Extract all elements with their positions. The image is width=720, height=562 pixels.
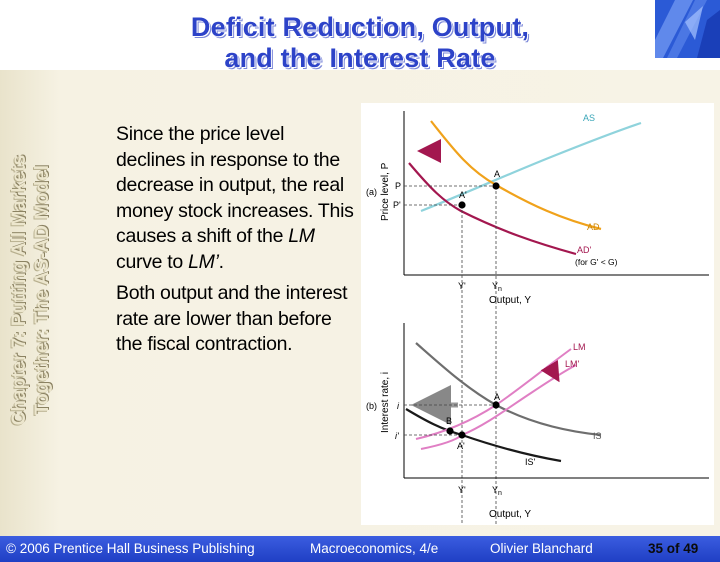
body-p1-lm-prime: LM’: [188, 250, 219, 273]
panel-a-point-a-prime: [458, 201, 466, 209]
is-curve: [415, 342, 602, 437]
panel-a-point-a-label: A: [494, 169, 500, 179]
panel-b-label: (b): [366, 401, 377, 411]
panel-a-ylabel: Price level, P: [380, 162, 391, 221]
tick-i: i: [397, 401, 400, 411]
label-ad: AD: [587, 222, 600, 232]
footer-author: Olivier Blanchard: [490, 541, 593, 556]
chapter-line-1: Chapter 7: Putting All Markets: [9, 154, 30, 426]
panel-a: (a) Price level, P Output, Y A A' P P' Y…: [366, 111, 709, 525]
slide-title: Deficit Reduction, Output, and the Inter…: [100, 12, 620, 74]
slide-body-text: Since the price level declines in respon…: [116, 122, 356, 364]
body-paragraph-1: Since the price level declines in respon…: [116, 122, 356, 275]
as-curve: [420, 121, 642, 213]
label-lm: LM: [573, 342, 586, 352]
label-is: IS: [593, 431, 602, 441]
title-line-1: Deficit Reduction, Output,: [190, 12, 530, 42]
panel-b-tick-yn: Yn: [492, 485, 502, 497]
panel-b: (b) Interest rate, i Output, Y A A' B i …: [366, 323, 709, 520]
logo-graphic: [655, 0, 720, 58]
footer-copyright: © 2006 Prentice Hall Business Publishing: [6, 541, 255, 556]
panel-b-xlabel: Output, Y: [489, 509, 531, 520]
panel-a-xlabel: Output, Y: [489, 295, 531, 306]
body-p1-lm: LM: [288, 225, 315, 247]
panel-a-point-a-prime-label: A': [459, 190, 467, 200]
panel-b-point-a-prime-label: A': [457, 441, 465, 451]
panel-b-point-b: [446, 427, 454, 435]
tick-p-prime: P': [393, 200, 401, 210]
chapter-line-2: Together: The AS-AD Model: [32, 164, 53, 416]
panel-b-ylabel: Interest rate, i: [380, 372, 391, 433]
ad-prime-curve: [408, 162, 577, 256]
panel-b-point-a-prime: [458, 431, 466, 439]
panel-b-tick-y-prime: Y': [458, 485, 466, 495]
ad-curve: [430, 120, 602, 231]
title-band: [0, 0, 720, 70]
title-line-2: and the Interest Rate: [224, 43, 496, 73]
chapter-vertical-label: Chapter 7: Putting All Markets Together:…: [8, 60, 68, 520]
panel-b-point-a-label: A: [494, 392, 500, 402]
label-is-prime: IS': [525, 457, 536, 467]
label-as: AS: [583, 113, 595, 123]
publisher-logo: [655, 0, 720, 58]
panel-a-label: (a): [366, 187, 377, 197]
body-p1-mid: curve to: [116, 250, 189, 273]
tick-i-prime: i': [395, 431, 399, 441]
footer-book: Macroeconomics, 4/e: [310, 541, 439, 556]
footer-page-number: 35 of 49: [648, 541, 699, 556]
panel-a-tick-y-prime: Y': [458, 281, 466, 291]
label-lm-prime: LM': [565, 359, 580, 369]
panel-b-point-a: [492, 401, 500, 409]
label-ad-prime-note: (for G' < G): [575, 257, 618, 267]
panel-b-point-b-label: B: [446, 416, 452, 426]
body-p1-end: .: [218, 250, 224, 273]
panel-a-tick-yn: Yn: [492, 281, 502, 293]
lm-shift-arrow: [540, 359, 560, 383]
panel-a-point-a: [492, 182, 500, 190]
label-ad-prime: AD': [577, 245, 592, 255]
body-paragraph-2: Both output and the interest rate are lo…: [116, 282, 348, 355]
tick-p: P: [395, 181, 401, 191]
body-p1-text: Since the price level declines in respon…: [116, 123, 354, 247]
footer-bar: © 2006 Prentice Hall Business Publishing…: [0, 536, 720, 562]
as-ad-islm-figure: (a) Price level, P Output, Y A A' P P' Y…: [361, 103, 714, 525]
figure-svg: (a) Price level, P Output, Y A A' P P' Y…: [366, 111, 709, 525]
